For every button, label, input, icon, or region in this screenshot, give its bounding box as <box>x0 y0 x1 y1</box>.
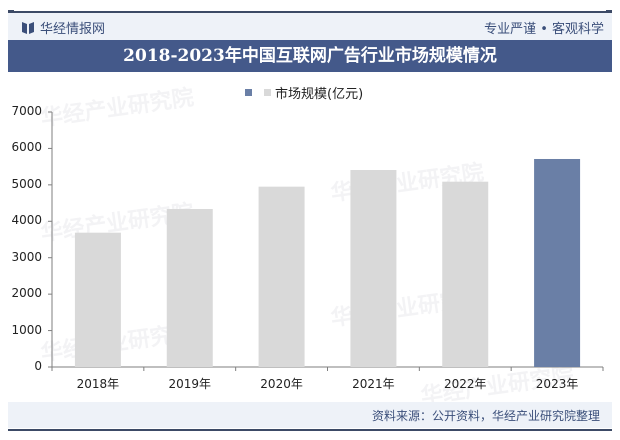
legend-swatch <box>264 89 271 96</box>
book-icon <box>22 22 34 34</box>
y-tick-label: 6000 <box>11 140 42 155</box>
x-tick-label: 2022年 <box>443 377 487 391</box>
title-bar: 2018-2023年中国互联网广告行业市场规模情况 <box>8 40 612 72</box>
x-tick-label: 2023年 <box>535 377 579 391</box>
footer-bar: 资料来源：公开资料，华经产业研究院整理 <box>8 402 612 428</box>
y-tick-label: 2000 <box>11 286 42 301</box>
legend: 市场规模(亿元) <box>245 83 363 102</box>
slogan: 专业严谨 • 客观科学 <box>484 22 604 37</box>
bar-2020年 <box>258 186 305 367</box>
bar-2021年 <box>350 169 397 367</box>
x-tick-label: 2020年 <box>260 377 303 391</box>
x-tick-label: 2019年 <box>168 377 212 391</box>
y-tick-label: 4000 <box>11 213 42 228</box>
x-tick-label: 2021年 <box>352 377 395 391</box>
bottom-border <box>8 429 612 431</box>
y-tick-label: 0 <box>34 359 42 373</box>
x-tick-label: 2018年 <box>76 377 120 391</box>
y-tick-label: 7000 <box>11 104 42 118</box>
bar-2018年 <box>74 232 121 367</box>
y-tick-label: 1000 <box>11 322 42 337</box>
brand-name: 华经情报网 <box>40 22 106 37</box>
bar-2022年 <box>442 181 489 367</box>
y-tick-label: 5000 <box>11 176 42 191</box>
y-tick-label: 3000 <box>11 249 42 264</box>
top-border <box>8 10 612 14</box>
bar-2019年 <box>166 209 213 367</box>
brand: 华经情报网 <box>22 18 105 37</box>
chart-title: 2018-2023年中国互联网广告行业市场规模情况 <box>123 46 497 66</box>
legend-label: 市场规模(亿元) <box>275 87 364 102</box>
bar-2023年 <box>534 158 581 367</box>
source-note: 资料来源：公开资料，华经产业研究院整理 <box>371 409 600 423</box>
header-bar: 华经情报网 专业严谨 • 客观科学 <box>8 13 612 40</box>
legend-swatch-highlight <box>245 89 252 96</box>
